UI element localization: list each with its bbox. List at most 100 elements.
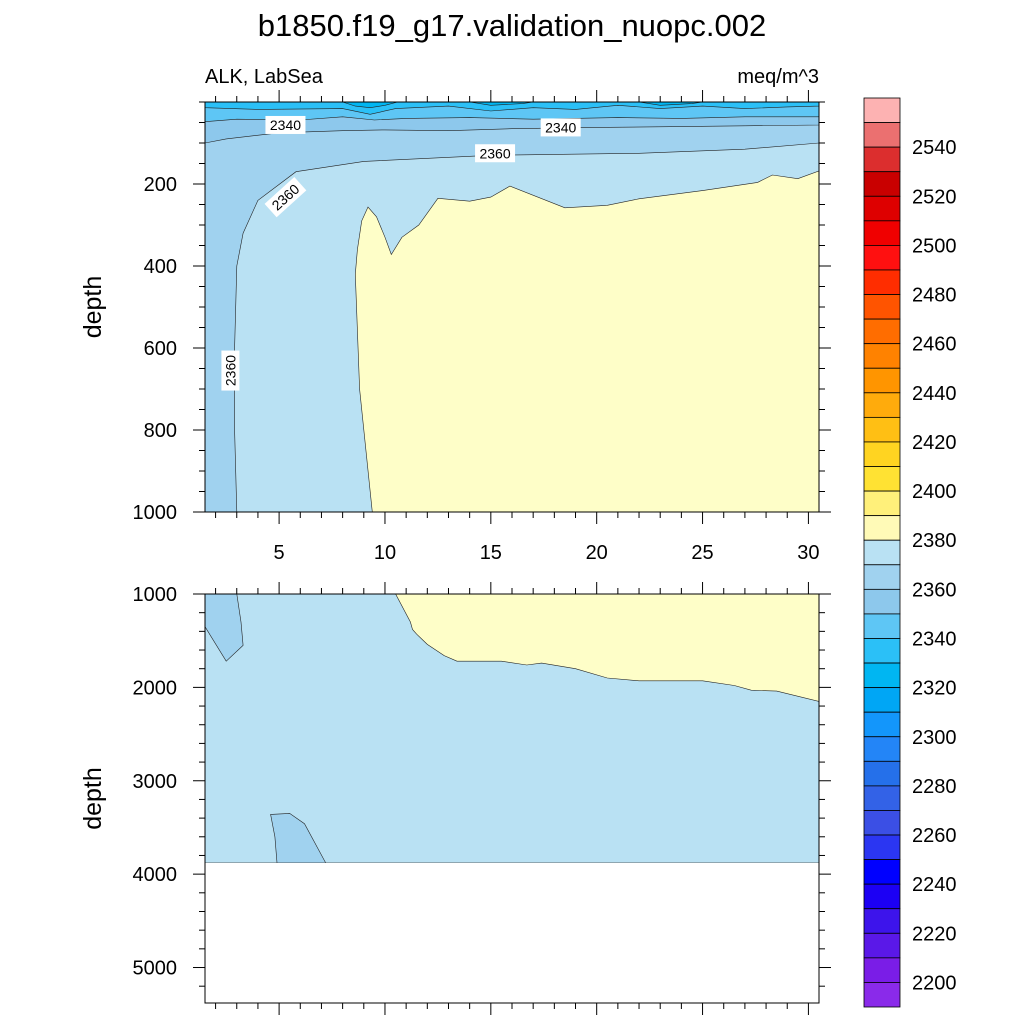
colorbar-label: 2440 [912,383,957,405]
colorbar-box [863,932,901,959]
colorbar-box [863,810,901,836]
y-tick-label: 200 [144,174,177,196]
colorbar-box [863,318,901,345]
colorbar-box [863,785,901,811]
contour-label-box [221,350,240,391]
lower-contour-region [205,594,244,662]
colorbar-box [863,711,901,738]
colorbar-box [863,466,901,492]
contour-label: 2360 [221,350,240,391]
contour-label-text: 2340 [545,119,576,135]
colorbar-box [863,760,901,787]
colorbar-box [863,638,901,664]
colorbar-box [863,220,901,246]
colorbar-box [863,122,901,148]
colorbar-box [863,957,901,983]
colorbar-label: 2420 [912,432,957,454]
colorbar-box [863,294,901,320]
upper-contour-region [638,102,703,106]
y-tick-label: 1000 [133,502,178,524]
colorbar-label: 2240 [912,874,957,896]
colorbar-box [863,908,901,934]
contour-label: 2340 [265,115,306,134]
lower-seafloor-mask [205,862,819,1003]
upper-ticks [193,90,831,524]
y-tick-label: 2000 [133,677,178,699]
contour-label-box [264,177,307,218]
x-tick-label: 15 [480,542,502,564]
contour-label-box [475,144,516,163]
upper-contour-region [354,170,819,512]
contour-label-text: 2340 [270,117,301,133]
colorbar-label: 2540 [912,137,957,159]
colorbar-label: 2500 [912,235,957,257]
y-tick-label: 400 [144,256,177,278]
colorbar-box [863,392,901,418]
y-tick-label: 1000 [133,584,178,606]
x-tick-label: 20 [586,542,608,564]
contour-label-text: 2360 [479,145,510,161]
chart-subtitle-left: ALK, LabSea [205,66,324,88]
colorbar-box [863,269,901,295]
colorbar-label: 2320 [912,678,957,700]
colorbar-label: 2360 [912,579,957,601]
colorbar-box [863,613,901,639]
colorbar-box [863,564,901,590]
colorbar-label: 2200 [912,972,957,994]
colorbar-label: 2300 [912,727,957,749]
contour-label-box [540,118,581,137]
colorbar-box [863,982,901,1008]
colorbar-box [863,441,901,467]
contour-label-box [265,115,306,134]
colorbar-box [863,367,901,394]
lower-contour-region [270,813,327,864]
colorbar-label: 2460 [912,334,957,356]
colorbar-box [863,539,901,566]
y-tick-label: 3000 [133,771,178,793]
colorbar-box [863,245,901,271]
y-tick-label: 4000 [133,864,178,886]
colorbar-label: 2400 [912,481,957,503]
lower-contour-region [395,594,819,702]
colorbar-box [863,146,901,173]
colorbar-label: 2340 [912,628,957,650]
lower-plot-area [205,594,819,1003]
chart-subtitle-right: meq/m^3 [737,66,819,88]
colorbar-label: 2520 [912,186,957,208]
colorbar-label: 2480 [912,285,957,307]
y-tick-label: 600 [144,338,177,360]
x-tick-label: 30 [797,542,819,564]
colorbar-box [863,195,901,222]
x-tick-label: 25 [691,542,713,564]
colorbar: 2540 2520 2500 2480 2460 2440 2420 2400 2380 2360… [863,97,957,1008]
upper-contour-region [469,102,534,106]
colorbar-box [863,883,901,910]
colorbar-label: 2280 [912,776,957,798]
contour-label: 2360 [475,144,516,163]
colorbar-box [863,343,901,369]
upper-y-axis-label: depth [79,276,107,339]
upper-contour-region [342,102,398,109]
contour-label-text: 2360 [222,355,238,386]
lower-y-axis-label: depth [79,767,107,830]
chart-title: b1850.f19_g17.validation_nuopc.002 [258,8,767,43]
lower-panel: 1000 2000 3000 4000 5000 depth [79,582,831,1015]
y-tick-label: 5000 [133,958,178,980]
colorbar-box [863,490,901,517]
colorbar-label: 2260 [912,825,957,847]
contour-label: 2340 [540,118,581,137]
colorbar-box [863,515,901,541]
y-tick-label: 800 [144,420,177,442]
colorbar-box [863,97,901,123]
colorbar-box [863,736,901,762]
lower-ticks [193,582,831,1015]
colorbar-box [863,662,901,689]
x-tick-label: 10 [374,542,396,564]
colorbar-label: 2380 [912,530,957,552]
colorbar-box [863,859,901,885]
colorbar-box [863,171,901,197]
colorbar-box [863,588,901,615]
